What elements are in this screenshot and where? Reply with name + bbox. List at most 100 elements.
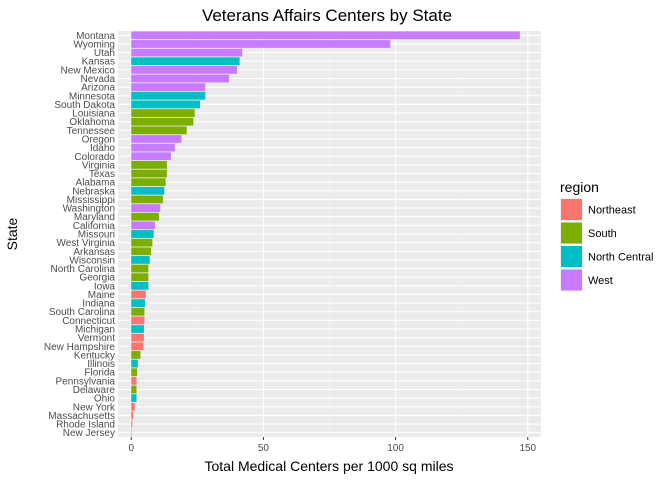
bar-rhode-island	[131, 420, 133, 428]
y-tick-label: Colorado	[74, 152, 115, 163]
bars	[131, 31, 520, 437]
x-tick-label: 100	[387, 443, 404, 454]
bar-south-carolina	[131, 307, 145, 316]
bar-massachusetts	[131, 411, 134, 420]
y-tick-label: Nevada	[81, 74, 116, 85]
bar-new-mexico	[131, 65, 237, 74]
y-tick-label: Connecticut	[62, 316, 115, 327]
y-tick-label: Montana	[76, 31, 115, 42]
bar-west-virginia	[131, 238, 153, 247]
bar-kentucky	[131, 351, 141, 359]
x-tick-label: 150	[519, 443, 536, 454]
y-tick-label: Virginia	[82, 160, 116, 171]
y-tick-label: Ohio	[94, 394, 116, 405]
y-tick-label: New Mexico	[61, 65, 116, 76]
y-tick-label: Oklahoma	[69, 117, 115, 128]
y-tick-label: Oregon	[82, 134, 115, 145]
legend-label: Northeast	[588, 205, 636, 217]
bar-mississippi	[131, 195, 163, 204]
bar-connecticut	[131, 316, 145, 325]
legend-swatch	[561, 222, 582, 244]
bar-new-york	[131, 402, 135, 411]
y-tick-label: Missouri	[78, 230, 115, 241]
y-tick-label: Michigan	[75, 325, 115, 336]
y-tick-label: Minnesota	[69, 91, 116, 102]
y-tick-label: Kansas	[82, 57, 115, 68]
y-tick-label: Tennessee	[67, 126, 116, 137]
x-tick-label: 0	[128, 443, 134, 454]
y-tick-label: West Virginia	[56, 238, 115, 249]
legend-label: South	[588, 228, 617, 240]
bar-texas	[131, 169, 167, 178]
bar-nevada	[131, 74, 230, 83]
bar-florida	[131, 368, 138, 377]
y-tick-label: Maine	[88, 290, 116, 301]
y-tick-label: South Dakota	[54, 100, 115, 111]
bar-montana	[131, 31, 520, 40]
bar-nebraska	[131, 186, 165, 195]
bar-michigan	[131, 325, 144, 333]
bar-kansas	[131, 57, 240, 66]
bar-new-jersey	[131, 428, 132, 437]
legend-label: West	[588, 275, 613, 287]
y-tick-label: Utah	[94, 48, 115, 59]
x-tick-labels: 0 50 100 150	[128, 437, 537, 454]
bar-maine	[131, 290, 146, 299]
y-tick-label: Arkansas	[73, 247, 115, 258]
y-tick-label: Indiana	[82, 299, 115, 310]
chart-title: Veterans Affairs Centers by State	[202, 6, 452, 25]
y-axis-title: State	[4, 217, 20, 250]
bar-california	[131, 221, 156, 230]
y-tick-label: New York	[73, 402, 116, 413]
y-tick-label: Illinois	[87, 359, 115, 370]
y-tick-label: Wisconsin	[69, 255, 115, 266]
y-tick-label: Vermont	[78, 333, 115, 344]
y-tick-label: New Hampshire	[44, 342, 116, 353]
y-tick-label: Pennsylvania	[56, 376, 116, 387]
y-tick-label: Wyoming	[73, 39, 115, 50]
bar-arkansas	[131, 247, 152, 256]
bar-indiana	[131, 299, 145, 307]
bar-south-dakota	[131, 100, 200, 109]
bar-alabama	[131, 178, 166, 187]
y-tick-label: California	[73, 221, 116, 232]
bar-oregon	[131, 135, 182, 143]
y-tick-label: North Carolina	[51, 264, 116, 275]
y-tick-label: Louisiana	[72, 109, 115, 120]
bar-arizona	[131, 83, 206, 92]
bar-minnesota	[131, 91, 206, 100]
bar-iowa	[131, 281, 149, 290]
bar-wisconsin	[131, 256, 150, 264]
bar-utah	[131, 48, 243, 57]
y-tick-label: Texas	[89, 169, 115, 180]
bar-virginia	[131, 161, 167, 169]
bar-idaho	[131, 143, 175, 152]
y-tick-label: Iowa	[94, 281, 116, 292]
y-tick-label: Washington	[63, 204, 115, 215]
y-tick-label: Arizona	[81, 83, 115, 94]
y-tick-label: Nebraska	[72, 186, 115, 197]
y-tick-label: Mississippi	[67, 195, 115, 206]
y-tick-label: Rhode Island	[56, 420, 115, 431]
bar-delaware	[131, 385, 137, 394]
y-tick-label: New Jersey	[63, 428, 115, 439]
bar-georgia	[131, 273, 149, 282]
y-tick-label: Massachusetts	[48, 411, 115, 422]
y-tick-label: South Carolina	[49, 307, 116, 318]
bar-oklahoma	[131, 117, 194, 126]
bar-maryland	[131, 212, 159, 221]
y-tick-label: Kentucky	[74, 350, 115, 361]
bar-washington	[131, 204, 161, 212]
x-tick-label: 50	[258, 443, 270, 454]
legend-swatch	[561, 269, 582, 291]
y-tick-label: Maryland	[74, 212, 115, 223]
bar-new-hampshire	[131, 342, 144, 351]
legend: region Northeast South North Central West	[560, 179, 653, 292]
x-axis-title: Total Medical Centers per 1000 sq miles	[204, 458, 453, 474]
bar-north-carolina	[131, 264, 149, 273]
bar-vermont	[131, 333, 144, 342]
y-tick-label: Georgia	[79, 273, 115, 284]
legend-swatch	[561, 199, 582, 220]
